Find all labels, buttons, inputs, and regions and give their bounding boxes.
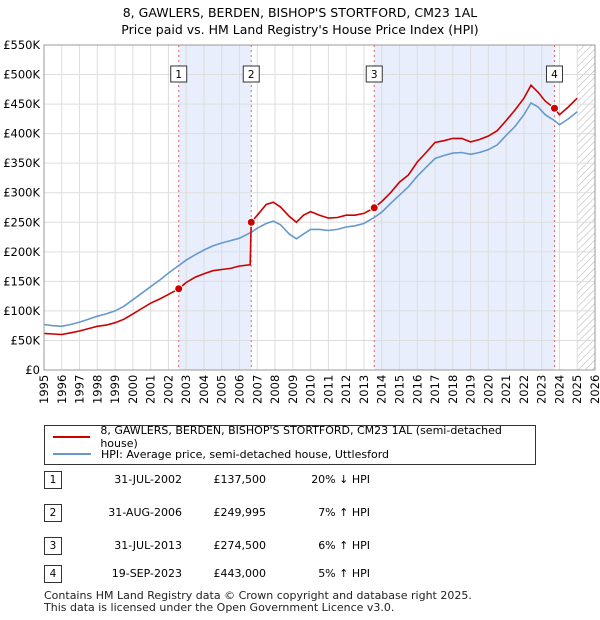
property-price-line [44,83,578,336]
footer-line2: This data is licensed under the Open Gov… [44,601,395,614]
transaction-label-box [170,65,188,83]
x-tick-label: 2012 [339,375,353,404]
transaction-label: 4 [551,69,558,81]
x-tick-label: 2011 [321,375,335,404]
transaction-number-badge: 4 [44,565,62,583]
transaction-number-badge: 3 [44,537,62,555]
transaction-hpi-diff: 7% ↑ HPI [318,506,370,519]
y-tick-label: £550K [3,38,40,52]
ownership-span [178,45,252,370]
transaction-number-badge: 2 [44,504,62,522]
x-tick-label: 2026 [588,375,600,404]
x-tick-label: 2010 [304,375,318,404]
chart-title: 8, GAWLERS, BERDEN, BISHOP'S STORTFORD, … [0,4,600,38]
transaction-date: 31-JUL-2013 [114,539,182,552]
legend: 8, GAWLERS, BERDEN, BISHOP'S STORTFORD, … [44,424,536,465]
x-tick-label: 2021 [499,375,513,404]
y-tick-label: £150K [3,274,40,288]
transaction-label: 2 [248,69,255,81]
y-tick-label: £300K [3,186,40,200]
transaction-label: 1 [175,69,182,81]
transaction-hpi-diff: 20% ↓ HPI [311,473,370,486]
x-tick-label: 2002 [161,375,175,404]
x-tick-label: 2017 [428,375,442,404]
transaction-point [369,203,379,213]
transaction-hpi-diff: 5% ↑ HPI [318,567,370,580]
x-tick-label: 2019 [464,375,478,404]
y-tick-label: £250K [3,215,40,229]
transaction-hpi-diff: 6% ↑ HPI [318,539,370,552]
chart-title-line1: 8, GAWLERS, BERDEN, BISHOP'S STORTFORD, … [122,5,478,20]
legend-label-hpi: HPI: Average price, semi-detached house,… [101,447,390,461]
x-tick-label: 2022 [517,375,531,404]
x-tick-label: 2023 [535,375,549,404]
y-tick-label: £400K [3,127,40,141]
x-tick-label: 2016 [410,375,424,404]
x-tick-label: 1995 [37,375,51,404]
legend-label-property: 8, GAWLERS, BERDEN, BISHOP'S STORTFORD, … [100,424,502,450]
x-tick-label: 1996 [55,375,69,404]
legend-swatch-property [53,436,91,438]
x-tick-label: 1997 [73,375,87,404]
x-tick-label: 2015 [392,375,406,404]
y-tick-label: £450K [3,97,40,111]
x-tick-label: 2013 [357,375,371,404]
transaction-price: £137,500 [213,473,267,486]
legend-item-property: 8, GAWLERS, BERDEN, BISHOP'S STORTFORD, … [53,424,535,450]
table-row: 1 31-JUL-2002 £137,500 20% ↓ HPI [44,471,444,489]
x-tick-label: 2008 [268,375,282,404]
x-tick-label: 1999 [108,375,122,404]
table-row: 2 31-AUG-2006 £249,995 7% ↑ HPI [44,504,444,522]
table-row: 3 31-JUL-2013 £274,500 6% ↑ HPI [44,537,444,555]
transaction-label-box [365,65,383,83]
transaction-date: 31-AUG-2006 [108,506,182,519]
price-chart: 1 2 3 4 £0 £50K £100K £150K £200K £250K £300K £350K… [3,38,600,404]
legend-item-hpi: HPI: Average price, semi-detached house,… [53,446,389,462]
x-tick-label: 2018 [446,375,460,404]
table-row: 4 19-SEP-2023 £443,000 5% ↑ HPI [44,565,444,583]
x-tick-label: 2009 [286,375,300,404]
transaction-point [246,217,256,227]
transaction-label-box [242,65,260,83]
transaction-price: £249,995 [213,506,267,519]
x-tick-label: 2025 [570,375,584,404]
transaction-price: £274,500 [213,539,267,552]
x-tick-label: 2001 [144,375,158,404]
x-tick-label: 2005 [215,375,229,404]
y-tick-label: £0 [25,363,40,377]
hpi-line [44,101,578,328]
x-tick-label: 2007 [250,375,264,404]
future-hatch [577,45,595,370]
transaction-point [549,103,559,113]
y-tick-label: £350K [3,156,40,170]
x-tick-label: 2006 [233,375,247,404]
x-tick-label: 2020 [481,375,495,404]
transaction-number-badge: 1 [44,471,62,489]
transaction-date: 19-SEP-2023 [111,567,182,580]
x-tick-label: 2000 [126,375,140,404]
y-tick-label: £500K [3,68,40,82]
y-tick-label: £200K [3,245,40,259]
x-tick-label: 2014 [375,375,389,404]
x-tick-label: 1998 [90,375,104,404]
x-tick-label: 2003 [179,375,193,404]
x-tick-label: 2024 [552,375,566,404]
transaction-date: 31-JUL-2002 [114,473,182,486]
footer-attribution: Contains HM Land Registry data © Crown c… [44,590,472,614]
chart-title-line2: Price paid vs. HM Land Registry's House … [121,22,479,37]
x-tick-label: 2004 [197,375,211,404]
y-tick-label: £100K [3,304,40,318]
y-tick-label: £50K [11,333,41,347]
transaction-point [174,284,184,294]
transaction-label-box [545,65,563,83]
transaction-label: 3 [371,69,378,81]
transaction-price: £443,000 [213,567,267,580]
plot-frame [43,44,596,371]
footer-line1: Contains HM Land Registry data © Crown c… [44,589,472,602]
ownership-span [374,45,555,370]
legend-swatch-hpi [53,453,91,455]
